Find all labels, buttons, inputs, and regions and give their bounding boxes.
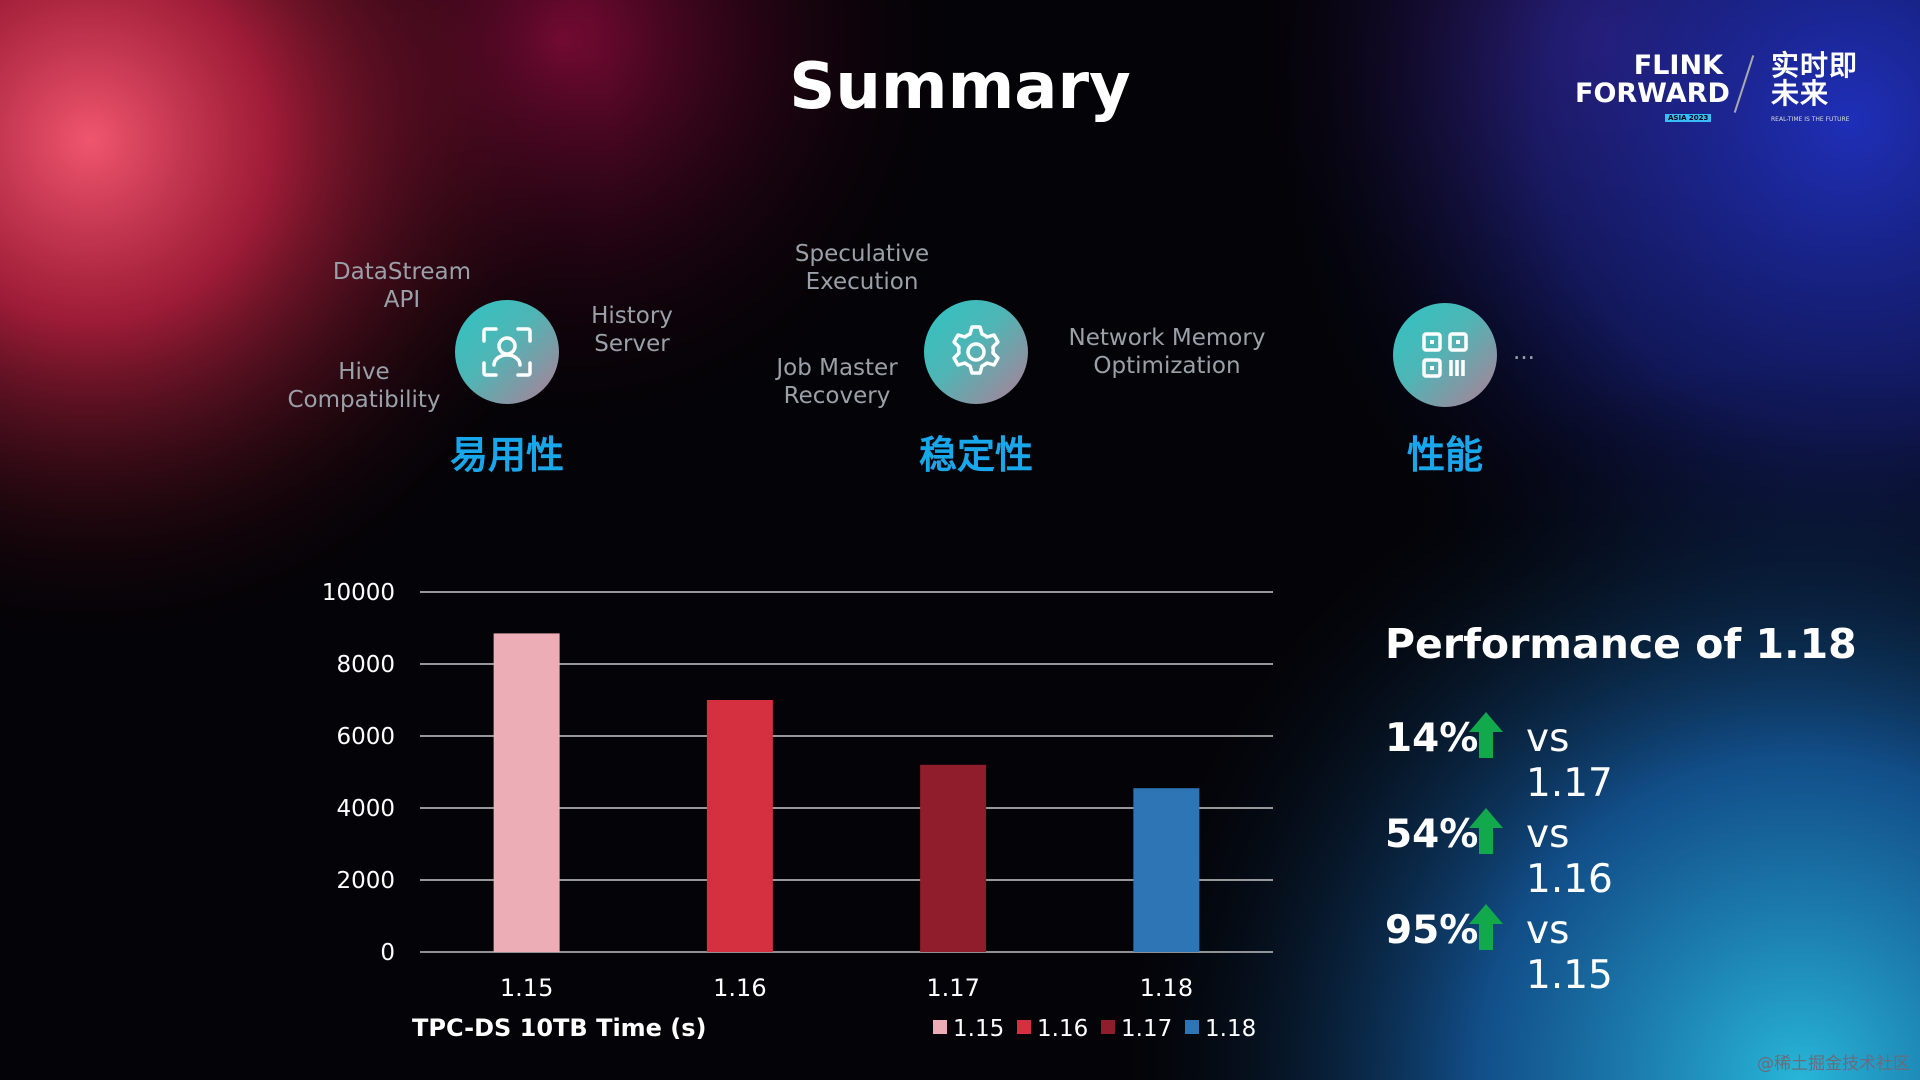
category-label-stability: 稳定性	[918, 433, 1033, 477]
flink-forward-logo: FLINK FORWARD ASIA 2023 实时即未来 REAL-TIME …	[1575, 48, 1885, 128]
feature-hive-compatibility: Hive Compatibility	[287, 359, 441, 413]
up-arrow-icon	[1469, 808, 1503, 854]
feature-job-master-recovery: Job Master Recovery	[776, 355, 898, 409]
y-tick-label: 4000	[336, 796, 395, 822]
up-arrow-icon	[1469, 904, 1503, 950]
legend-label: 1.17	[1121, 1016, 1172, 1042]
stability-badge	[924, 300, 1028, 404]
legend-label: 1.18	[1205, 1016, 1256, 1042]
bar-1.18	[1133, 788, 1200, 952]
y-tick-label: 6000	[336, 724, 395, 750]
feature-speculative-execution: Speculative Execution	[794, 241, 930, 295]
watermark: @稀土掘金技术社区	[1757, 1054, 1910, 1074]
user-scan-icon	[482, 327, 532, 377]
improvement-percent: 95%	[1385, 908, 1479, 953]
logo-tagline: REAL-TIME IS THE FUTURE	[1771, 116, 1850, 123]
x-tick-label: 1.15	[500, 974, 553, 1002]
logo-asia-badge: ASIA 2023	[1665, 114, 1712, 122]
legend-swatch	[933, 1020, 947, 1034]
feature-datastream-api: DataStream API	[332, 259, 472, 313]
legend-swatch	[1017, 1020, 1031, 1034]
feature-more-ellipsis: ...	[1513, 339, 1535, 365]
improvement-percent: 54%	[1385, 812, 1479, 857]
category-label-performance: 性能	[1406, 433, 1483, 477]
y-tick-label: 8000	[336, 652, 395, 678]
x-axis-title: TPC-DS 10TB Time (s)	[412, 1014, 707, 1042]
y-tick-label: 10000	[322, 580, 395, 606]
performance-badge	[1393, 303, 1497, 407]
y-tick-label: 0	[380, 940, 395, 966]
qr-code-icon	[1422, 332, 1468, 378]
legend-label: 1.16	[1037, 1016, 1088, 1042]
x-tick-label: 1.18	[1140, 974, 1193, 1002]
legend-label: 1.15	[953, 1016, 1004, 1042]
legend-swatch	[1185, 1020, 1199, 1034]
comparison-version: vs 1.17	[1526, 716, 1613, 806]
performance-title: Performance of 1.18	[1385, 620, 1857, 668]
y-tick-label: 2000	[336, 868, 395, 894]
up-arrow-icon	[1469, 712, 1503, 758]
bar-1.16	[706, 700, 773, 952]
comparison-version: vs 1.15	[1526, 908, 1613, 998]
bar-1.17	[920, 764, 987, 952]
legend-swatch	[1101, 1020, 1115, 1034]
x-tick-label: 1.17	[926, 974, 979, 1002]
category-label-ease-of-use: 易用性	[449, 433, 564, 477]
comparison-version: vs 1.16	[1526, 812, 1613, 902]
improvement-percent: 14%	[1385, 716, 1479, 761]
logo-text: FLINK FORWARD	[1575, 50, 1730, 109]
ease-of-use-badge	[455, 300, 559, 404]
bar-1.15	[493, 633, 560, 952]
slide-title: Summary	[789, 50, 1131, 124]
logo-chinese-text: 实时即未来	[1771, 49, 1859, 110]
x-tick-label: 1.16	[713, 974, 766, 1002]
gear-icon	[952, 325, 1000, 375]
feature-history-server: History Server	[591, 303, 673, 357]
feature-network-memory-optimization: Network Memory Optimization	[1068, 325, 1266, 379]
